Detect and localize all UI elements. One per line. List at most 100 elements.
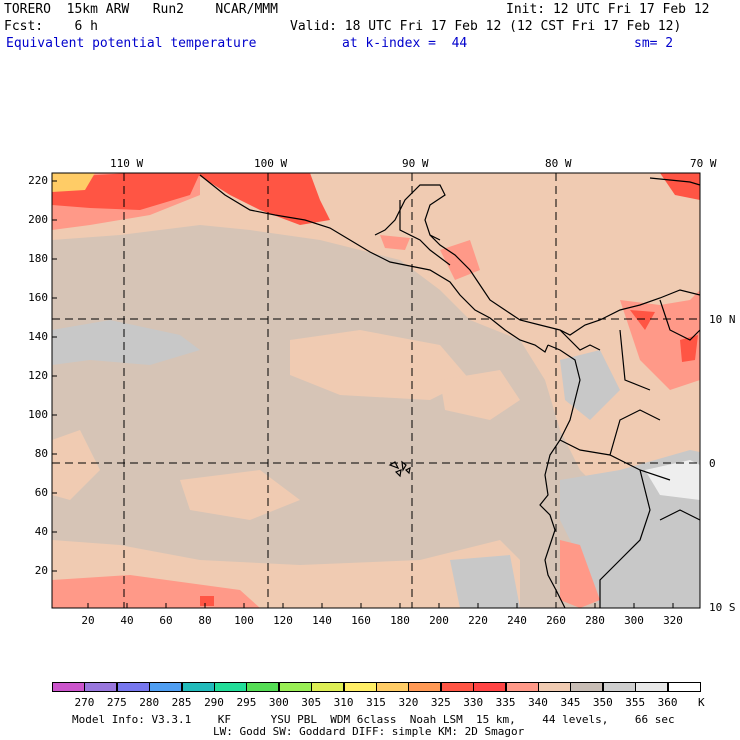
y-tick-label: 40 [34, 525, 48, 538]
valid-time: Valid: 18 UTC Fri 17 Feb 12 (12 CST Fri … [290, 19, 682, 34]
colorbar-swatch [667, 682, 701, 692]
colorbar-label: 355 [625, 696, 646, 709]
y-tick-label: 60 [34, 486, 48, 499]
colorbar-swatch [84, 682, 118, 692]
x-tick-label: 240 [507, 614, 527, 627]
field-patch-warm [560, 540, 600, 608]
colorbar-label: 295 [236, 696, 257, 709]
y-axis-ticks [52, 180, 57, 572]
y-tick-label: 180 [28, 252, 48, 265]
x-tick-label: 80 [198, 614, 212, 627]
field-patch-warm [200, 596, 214, 606]
coastline-mexico-central-america [199, 174, 549, 353]
colorbar-label: 315 [366, 696, 386, 709]
lon-label: 100 W [254, 157, 288, 170]
x-tick-label: 300 [624, 614, 644, 627]
y-tick-label: 200 [28, 213, 48, 226]
field-patch-warm [52, 173, 95, 192]
colorbar-swatch [635, 682, 669, 692]
colorbar-swatch [505, 682, 539, 692]
field-patch-light [52, 173, 700, 600]
field-patch-grey [52, 320, 200, 365]
field-patch-warm [680, 335, 698, 362]
y-tick-label: 20 [34, 564, 48, 577]
colorbar-label: 340 [528, 696, 548, 709]
colorbar-label: 290 [204, 696, 224, 709]
field-patch-warm [380, 235, 410, 250]
x-tick-label: 20 [81, 614, 95, 627]
model-info: Model Info: V3.3.1 KF YSU PBL WDM 6class… [72, 713, 675, 726]
colorbar-label: 320 [398, 696, 419, 709]
field-patch-light [180, 470, 300, 520]
field-patch-grey [560, 350, 620, 420]
lon-label: 90 W [402, 157, 429, 170]
colorbar-swatch [246, 682, 280, 692]
coastline-south-america [539, 344, 581, 609]
colorbar-swatch [602, 682, 636, 692]
colorbar-label: 345 [560, 696, 581, 709]
colorbar-label: 335 [495, 696, 516, 709]
field-patch-warm [195, 173, 330, 225]
colorbar-label: 280 [139, 696, 160, 709]
y-tick-label: 140 [28, 330, 48, 343]
y-tick-label: 220 [28, 174, 48, 187]
colorbar-swatch [52, 682, 85, 692]
colorbar-swatch [116, 682, 150, 692]
lon-label: 80 W [545, 157, 572, 170]
init-time: Init: 12 UTC Fri 17 Feb 12 [506, 2, 710, 17]
smoothing: sm= 2 [634, 36, 674, 51]
field-patch-light [52, 430, 100, 500]
x-tick-label: 320 [663, 614, 683, 627]
x-tick-label: 140 [312, 614, 332, 627]
national-borders [399, 200, 701, 608]
colorbar-label: 310 [333, 696, 354, 709]
x-tick-label: 120 [273, 614, 293, 627]
y-tick-label: 120 [28, 369, 48, 382]
colorbar-swatch [408, 682, 442, 692]
y-tick-label: 160 [28, 291, 48, 304]
colorbar-swatch [181, 682, 215, 692]
colorbar-unit: K [698, 696, 705, 709]
colorbar-label: 300 [268, 696, 289, 709]
coastline-galapagos [388, 460, 411, 478]
field-patch-grey [450, 555, 520, 608]
x-tick-label: 200 [429, 614, 449, 627]
lat-label: 0 [709, 457, 716, 470]
level-index: at k-index = 44 [342, 36, 468, 51]
x-tick-label: 260 [546, 614, 566, 627]
lon-label: 70 W [690, 157, 717, 170]
colorbar-swatch [214, 682, 247, 692]
x-tick-label: 280 [585, 614, 605, 627]
colorbar-swatch [538, 682, 571, 692]
colorbar-swatch [376, 682, 409, 692]
colorbar-label: 325 [430, 696, 451, 709]
colorbar-swatch [278, 682, 312, 692]
y-tick-label: 100 [28, 408, 48, 421]
model-title: TORERO 15km ARW Run2 NCAR/MMM [4, 2, 278, 17]
field-patch-white [645, 460, 700, 500]
graticule [52, 173, 700, 608]
x-tick-label: 100 [234, 614, 254, 627]
field-patch-light [290, 330, 470, 400]
colorbar-label: 305 [301, 696, 322, 709]
y-tick-label: 80 [34, 447, 48, 460]
x-tick-label: 180 [390, 614, 410, 627]
colorbar-swatch [343, 682, 377, 692]
colorbar-swatch [570, 682, 604, 692]
colorbar-swatch [311, 682, 345, 692]
lat-label: 10 N [709, 313, 736, 326]
lon-label: 110 W [110, 157, 144, 170]
coastline-caribbean [374, 184, 701, 336]
theta-e-field [52, 173, 700, 608]
colorbar-label: 350 [592, 696, 613, 709]
colorbar-swatch [440, 682, 474, 692]
colorbar-label: 285 [171, 696, 192, 709]
colorbar-label: 330 [463, 696, 484, 709]
colorbar-label: 360 [657, 696, 678, 709]
colorbar-label: 270 [74, 696, 95, 709]
field-patch-warm [630, 310, 655, 330]
coastline-cuba [649, 177, 701, 186]
x-tick-label: 40 [120, 614, 134, 627]
forecast-hour: Fcst: 6 h [4, 19, 98, 34]
